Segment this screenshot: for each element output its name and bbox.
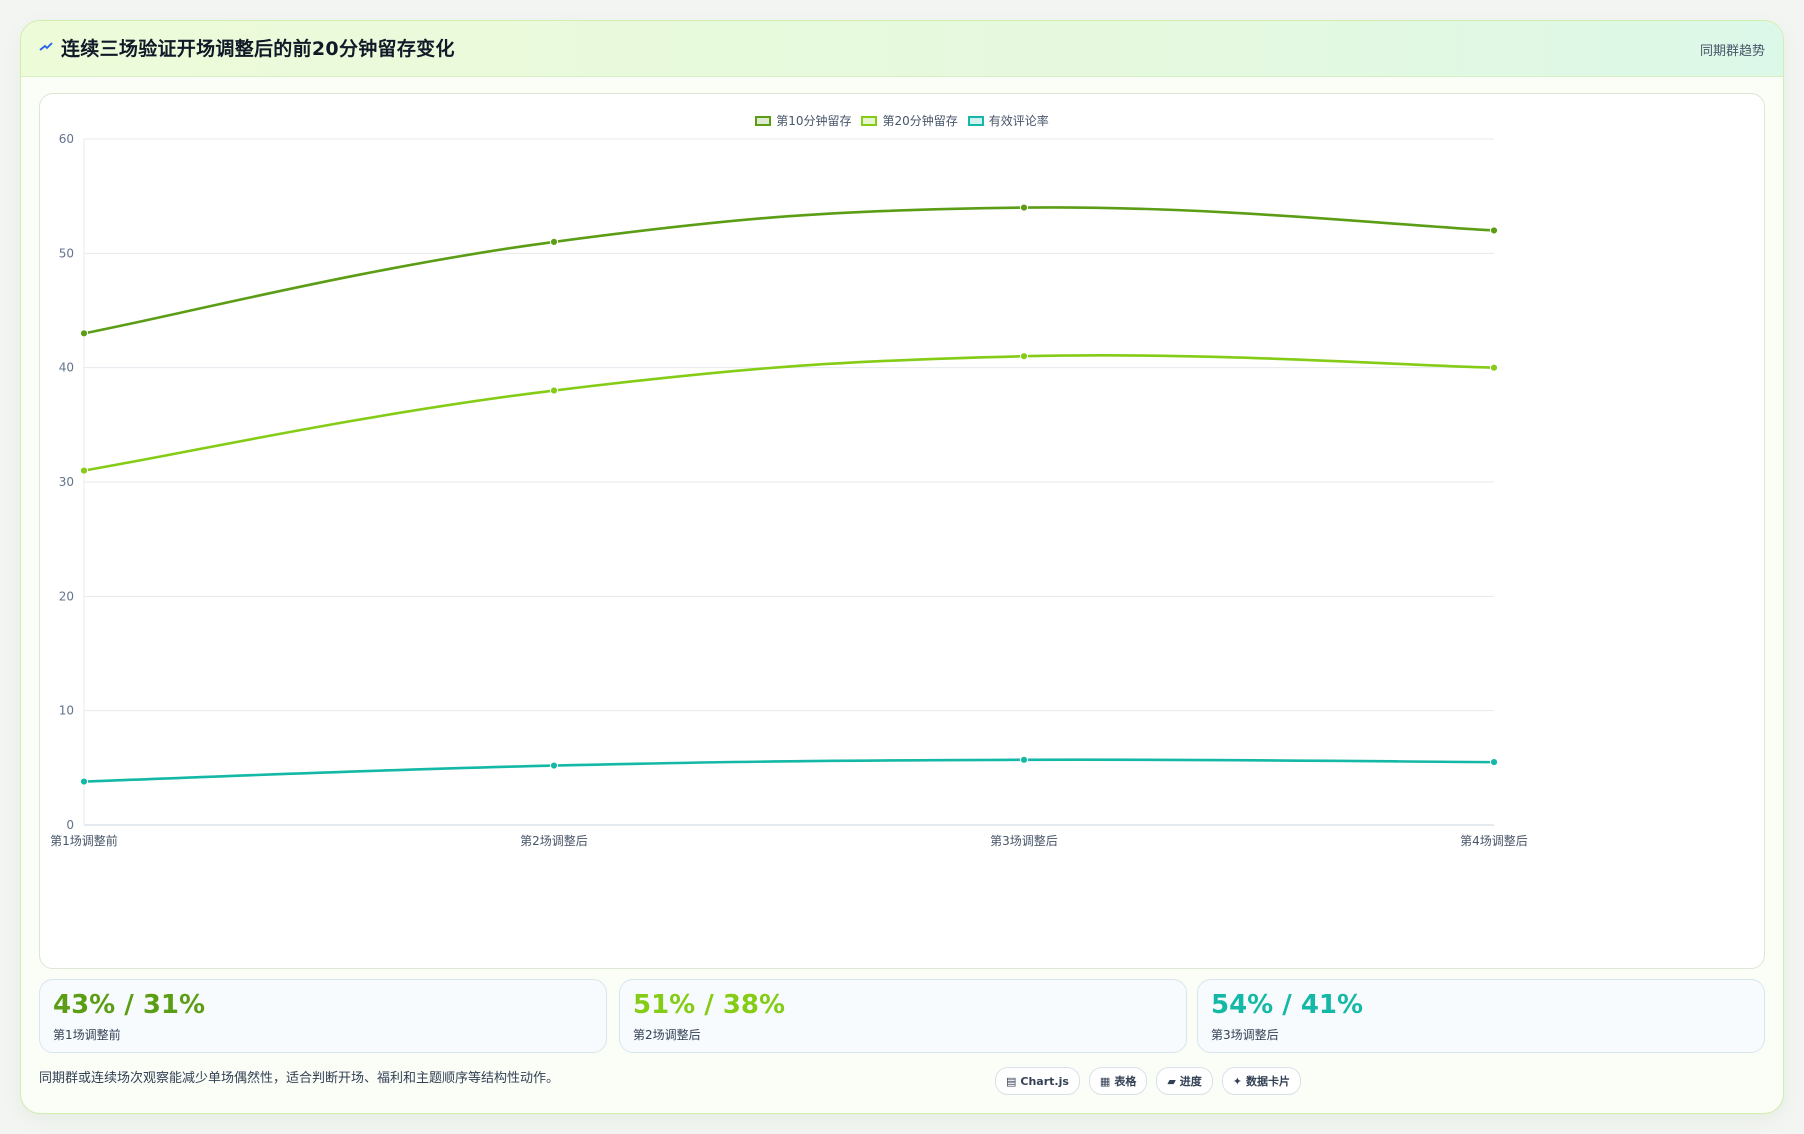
kpi-value-3: 54% / 41% (1211, 990, 1364, 1020)
card-header: 连续三场验证开场调整后的前20分钟留存变化 同期群趋势 (21, 21, 1783, 77)
chip-progress[interactable]: ▰ 进度 (1156, 1067, 1213, 1095)
y-tick-label: 20 (59, 589, 74, 603)
data-point (1489, 363, 1499, 372)
y-tick-label: 0 (66, 818, 74, 832)
data-point (79, 329, 89, 338)
x-tick-label: 第3场调整后 (990, 833, 1058, 848)
legend-label-comment-rate: 有效评论率 (988, 114, 1049, 128)
chip-label-table: 表格 (1114, 1075, 1137, 1088)
y-tick-label: 50 (59, 246, 74, 260)
line-chart: 0 10 20 30 40 50 60 第1场调整前 第2场调整后 第3场调整后 第4场调整后 (50, 132, 1528, 848)
kpi-label-2: 第2场调整后 (633, 1028, 701, 1042)
chip-label-progress: 进度 (1179, 1075, 1202, 1088)
data-point (79, 777, 89, 786)
data-point (1019, 352, 1029, 361)
chart-panel: 第10分钟留存 第20分钟留存 有效评论率 0 10 20 30 40 50 60 第1场调整… (39, 93, 1765, 969)
kpi-row: 43% / 31% 第1场调整前 51% / 38% 第2场调整后 54% / … (39, 979, 1765, 1053)
y-tick-label: 40 (59, 361, 74, 375)
legend-swatch-retention-10 (755, 115, 772, 126)
legend-item-comment-rate[interactable]: 有效评论率 (967, 112, 1049, 129)
x-tick-label: 第1场调整前 (50, 833, 118, 848)
legend-swatch-retention-20 (861, 115, 878, 126)
x-tick-label: 第4场调整后 (1460, 833, 1528, 848)
chip-chartjs[interactable]: ▤ Chart.js (995, 1067, 1080, 1095)
y-tick-label: 30 (59, 475, 74, 489)
legend-swatch-comment-rate (967, 115, 984, 126)
progress-icon: ▰ (1167, 1074, 1176, 1088)
chart-legend: 第10分钟留存 第20分钟留存 有效评论率 (40, 112, 1764, 129)
kpi-card-3: 54% / 41% 第3场调整后 (1197, 979, 1765, 1053)
legend-item-retention-10[interactable]: 第10分钟留存 (755, 112, 851, 129)
sparkle-icon: ✦ (1232, 1074, 1243, 1088)
legend-item-retention-20[interactable]: 第20分钟留存 (861, 112, 958, 129)
y-tick-label: 10 (59, 704, 74, 718)
x-tick-label: 第2场调整后 (520, 833, 588, 848)
series-line (83, 758, 1495, 783)
data-point (1019, 203, 1029, 212)
data-point (549, 237, 559, 246)
chart-icon: ▤ (1006, 1074, 1017, 1088)
data-point (549, 761, 559, 770)
data-point (1489, 226, 1499, 235)
kpi-label-1: 第1场调整前 (53, 1028, 121, 1042)
data-point (79, 466, 89, 475)
kpi-card-2: 51% / 38% 第2场调整后 (619, 979, 1187, 1053)
header-tag: 同期群趋势 (1699, 44, 1765, 59)
trend-arrow-icon (39, 41, 53, 53)
data-point (549, 386, 559, 395)
legend-label-retention-20: 第20分钟留存 (882, 114, 958, 128)
series-line (83, 206, 1495, 335)
chart-card: 连续三场验证开场调整后的前20分钟留存变化 同期群趋势 第10分钟留存 第20分… (20, 20, 1784, 1114)
table-icon: ▦ (1099, 1074, 1111, 1088)
chip-label-chartjs: Chart.js (1020, 1074, 1069, 1088)
chip-data-card[interactable]: ✦ 数据卡片 (1221, 1067, 1302, 1095)
footnote: 同期群或连续场次观察能减少单场偶然性，适合判断开场、福利和主题顺序等结构性动作。 (39, 1071, 560, 1086)
page-title: 连续三场验证开场调整后的前20分钟留存变化 (61, 38, 455, 60)
kpi-value-2: 51% / 38% (633, 990, 786, 1020)
legend-label-retention-10: 第10分钟留存 (776, 114, 852, 128)
y-tick-label: 60 (59, 132, 74, 146)
data-point (1489, 758, 1499, 767)
chip-label-data-card: 数据卡片 (1246, 1075, 1291, 1088)
kpi-label-3: 第3场调整后 (1211, 1028, 1279, 1042)
chip-row: ▤ Chart.js ▦ 表格 ▰ 进度 ✦ 数据卡片 (995, 1067, 1302, 1095)
series-line (83, 354, 1495, 472)
chip-table[interactable]: ▦ 表格 (1088, 1067, 1148, 1095)
kpi-value-1: 43% / 31% (53, 990, 206, 1020)
data-point (1019, 755, 1029, 764)
kpi-card-1: 43% / 31% 第1场调整前 (39, 979, 607, 1053)
